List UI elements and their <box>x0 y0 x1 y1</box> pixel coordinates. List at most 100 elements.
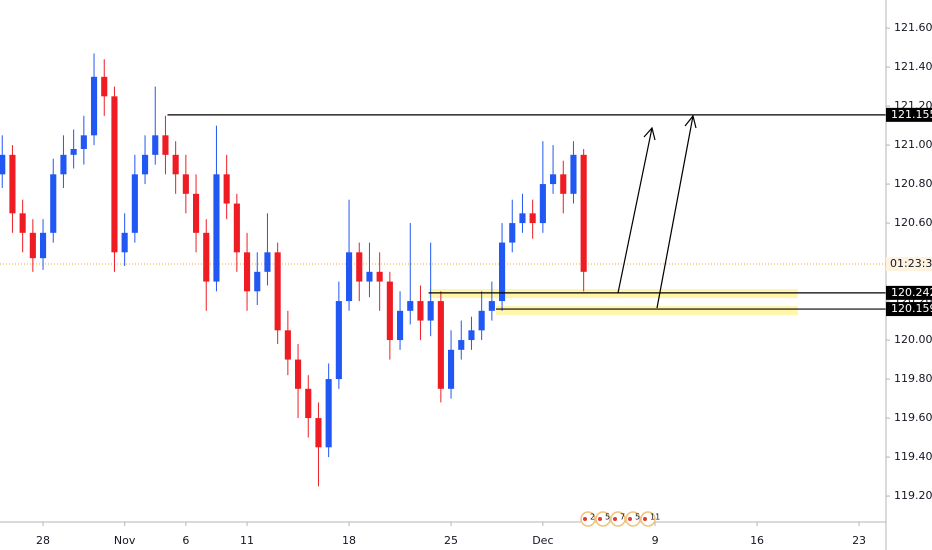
candle-body <box>111 96 118 253</box>
candle-body <box>396 310 404 341</box>
candle-body <box>458 340 465 350</box>
candle-body <box>294 359 302 389</box>
candle-body <box>39 232 47 259</box>
event-count: 5 <box>635 513 640 522</box>
candle-body <box>0 154 6 175</box>
price-label: 01:23:38 <box>890 257 932 270</box>
candle-body <box>427 301 434 321</box>
x-tick-label: 25 <box>444 534 458 547</box>
candle-body <box>141 154 149 175</box>
zone <box>495 305 798 316</box>
candle-body <box>121 232 128 253</box>
event-dot <box>598 517 602 521</box>
arrow <box>617 127 653 294</box>
candle-body <box>356 252 363 282</box>
candle-body <box>468 330 475 341</box>
candle-body <box>345 252 353 302</box>
candle-body <box>417 301 424 321</box>
candle-body <box>101 76 108 97</box>
candle-body <box>162 135 169 155</box>
candle-body <box>254 271 261 292</box>
y-tick-label: 121.600 <box>894 21 932 34</box>
event-dot <box>583 517 587 521</box>
x-tick-label: 9 <box>652 534 659 547</box>
candle-body <box>182 174 189 194</box>
candle-body <box>50 174 57 233</box>
candle-body <box>447 349 455 389</box>
level-label: 121.155 <box>891 108 932 121</box>
y-tick-label: 119.200 <box>894 489 932 502</box>
event-count: 2 <box>590 513 595 522</box>
y-tick-label: 119.400 <box>894 450 932 463</box>
candle-body <box>305 388 312 419</box>
candle-body <box>264 252 271 272</box>
level-label: 120.242 <box>891 286 932 299</box>
candle-body <box>407 301 414 311</box>
level-label-box <box>886 107 932 122</box>
event-icon <box>580 511 596 527</box>
candle-body <box>80 135 87 149</box>
y-tick-label: 120.000 <box>894 333 932 346</box>
candle-body <box>580 154 587 272</box>
candle-body <box>203 232 210 282</box>
candle-body <box>560 174 567 194</box>
x-tick-label: 11 <box>240 534 254 547</box>
candle-body <box>539 184 546 224</box>
candle-body <box>570 154 577 194</box>
event-icon <box>595 511 611 527</box>
y-tick-label: 121.400 <box>894 60 932 73</box>
candle-body <box>60 154 67 175</box>
candle-body <box>131 174 138 233</box>
candle-body <box>509 223 516 243</box>
candle-body <box>529 213 536 224</box>
candle-body <box>233 203 240 253</box>
price-label-box <box>886 257 932 272</box>
y-tick-label: 119.600 <box>894 411 932 424</box>
y-tick-label: 121.000 <box>894 138 932 151</box>
candle-body <box>19 213 26 233</box>
candle-body <box>498 242 506 302</box>
level-label: 120.159 <box>891 302 932 315</box>
candle-body <box>325 379 332 448</box>
x-tick-label: 16 <box>750 534 764 547</box>
y-tick-label: 120.600 <box>894 216 932 229</box>
event-count: 7 <box>620 513 625 522</box>
x-tick-label: 28 <box>36 534 50 547</box>
candle-body <box>519 213 526 224</box>
event-count: 5 <box>605 513 610 522</box>
candle-body <box>366 271 373 282</box>
x-tick-label: 18 <box>342 534 356 547</box>
candle-body <box>386 281 393 341</box>
candle-body <box>284 330 291 360</box>
arrows <box>617 114 697 309</box>
event-dot <box>643 517 647 521</box>
candle-body <box>243 252 251 292</box>
level-label-box <box>886 302 932 317</box>
x-tick-label: 6 <box>182 534 189 547</box>
candle-body <box>274 252 281 331</box>
candle-body <box>70 148 77 155</box>
candle-body <box>152 135 159 155</box>
event-dot <box>628 517 632 521</box>
zone <box>428 288 798 299</box>
x-tick-label: Dec <box>532 534 553 547</box>
candle-body <box>315 418 322 448</box>
candle-body <box>90 76 98 136</box>
event-icon <box>640 511 656 527</box>
candle-body <box>213 174 220 282</box>
event-count: 11 <box>650 513 660 522</box>
event-icon <box>625 511 641 527</box>
candle-body <box>335 301 342 380</box>
candle-body <box>29 232 36 259</box>
candle-body <box>488 301 495 311</box>
arrow <box>656 115 694 309</box>
candle-body <box>9 154 16 214</box>
arrow-head <box>643 126 656 141</box>
x-tick-label: 23 <box>852 534 866 547</box>
arrow-head <box>684 114 697 129</box>
candle-body <box>437 301 444 389</box>
plot-area <box>0 53 886 487</box>
event-icon <box>610 511 626 527</box>
